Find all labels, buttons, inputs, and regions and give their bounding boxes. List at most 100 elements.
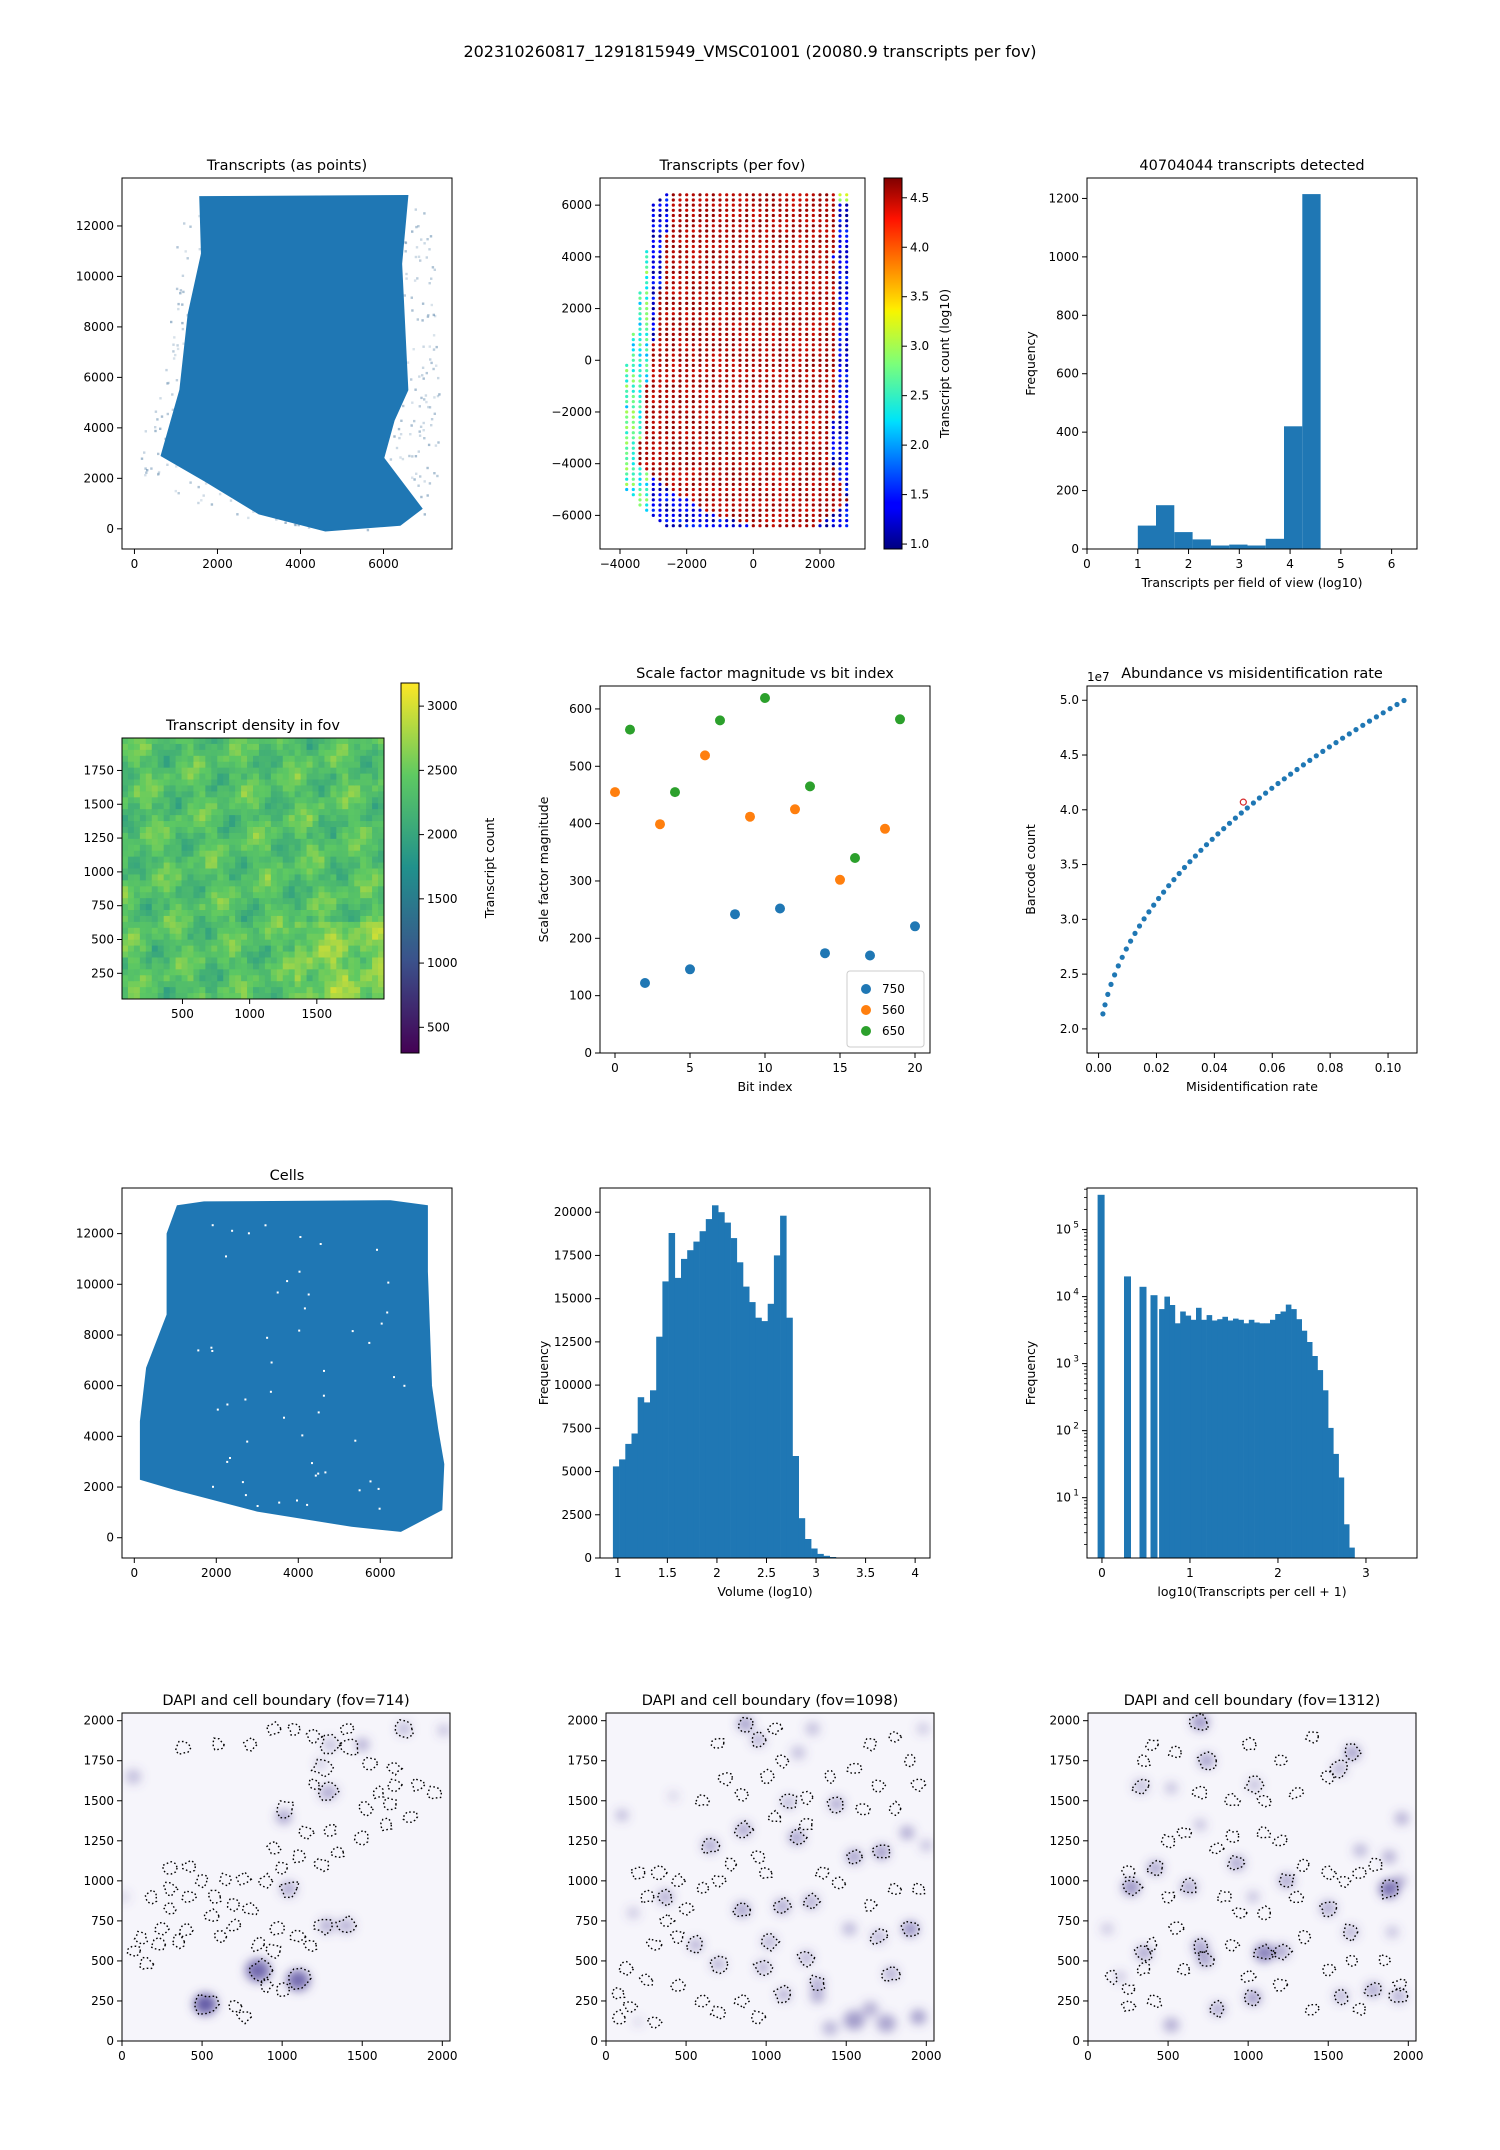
fov-point [691,389,695,393]
fov-point [765,410,769,414]
density-cell [336,969,343,976]
fov-point [785,296,789,300]
density-cell [300,738,308,745]
density-cell [336,993,343,999]
density-cell [241,939,248,947]
fov-point [831,513,835,518]
density-cell [199,850,206,858]
density-cell [354,779,361,787]
fov-point [838,255,842,259]
fov-point [771,498,775,502]
density-cell [187,738,195,745]
density-cell [205,975,212,982]
density-cell [253,767,260,775]
fov-point [651,493,655,497]
density-cell [175,945,183,953]
fov-point [738,374,742,378]
fov-point [631,425,635,430]
fov-point [738,389,742,393]
fov-point [665,281,669,285]
y-tick-label: 1500 [83,1794,114,1808]
density-cell [300,791,308,798]
density-cell [127,880,135,887]
fov-point [765,275,769,280]
density-cell [270,939,278,947]
cell-gap [276,1291,279,1294]
density-cell [199,892,206,899]
fov-point [665,446,669,450]
density-cell [336,738,343,745]
fov-point [765,441,769,445]
fov-point [778,472,782,476]
density-cell [199,797,206,804]
density-cell [336,862,343,870]
fov-point [658,446,662,450]
fov-point [751,296,755,300]
density-cell [342,921,349,929]
histogram-bar [1150,1295,1158,1558]
fov-point [838,456,842,461]
density-cell [324,898,331,905]
fov-point [798,446,802,450]
density-cell [306,856,314,864]
density-cell [151,969,159,976]
fov-point [625,400,629,404]
fov-point [771,410,775,414]
density-cell [312,898,320,905]
fov-point [785,513,789,518]
density-cell [235,791,242,798]
density-cell [127,933,135,941]
fov-point [791,343,795,347]
fov-point [785,307,789,311]
transcript-point [415,472,418,475]
fov-point [718,456,722,461]
density-cell [169,892,177,899]
density-cell [366,773,373,781]
density-cell [145,809,153,816]
fov-point [731,415,735,419]
density-cell [145,862,153,870]
fov-point [791,203,795,207]
cell-boundary [871,1779,887,1793]
nucleus [842,1922,857,1936]
fov-point [711,384,715,388]
density-cell [145,844,153,852]
density-cell [372,921,379,929]
fov-point [731,420,735,424]
fov-point [845,250,849,254]
fov-point [825,508,829,512]
fov-point [638,503,642,507]
density-cell [318,826,326,834]
fov-point [778,446,782,450]
density-cell [199,743,206,751]
cell-gap [307,1293,310,1296]
fov-point [745,394,749,399]
fov-point [685,493,689,497]
fov-point [745,348,749,352]
transcript-point [432,313,435,317]
fov-point [685,270,689,274]
fov-point [831,203,835,207]
fov-point [785,208,789,212]
density-cell [169,975,177,982]
density-cell [122,862,129,870]
fov-point [685,343,689,347]
fov-point [711,456,715,461]
density-cell [235,880,242,887]
density-cell [330,791,337,798]
fov-point [745,384,749,388]
fov-point [805,405,809,409]
density-cell [324,957,331,965]
fov-point [785,255,789,259]
density-cell [241,868,248,876]
fov-point [638,441,642,445]
fov-point [658,219,662,223]
fov-point [778,400,782,404]
fov-point [771,317,775,321]
cell-gap [211,1224,214,1227]
density-cell [151,910,159,917]
fov-point [805,503,809,507]
density-cell [151,761,159,769]
histogram-bar [1222,1316,1228,1558]
x-axis-label: Volume (log10) [717,1584,812,1599]
